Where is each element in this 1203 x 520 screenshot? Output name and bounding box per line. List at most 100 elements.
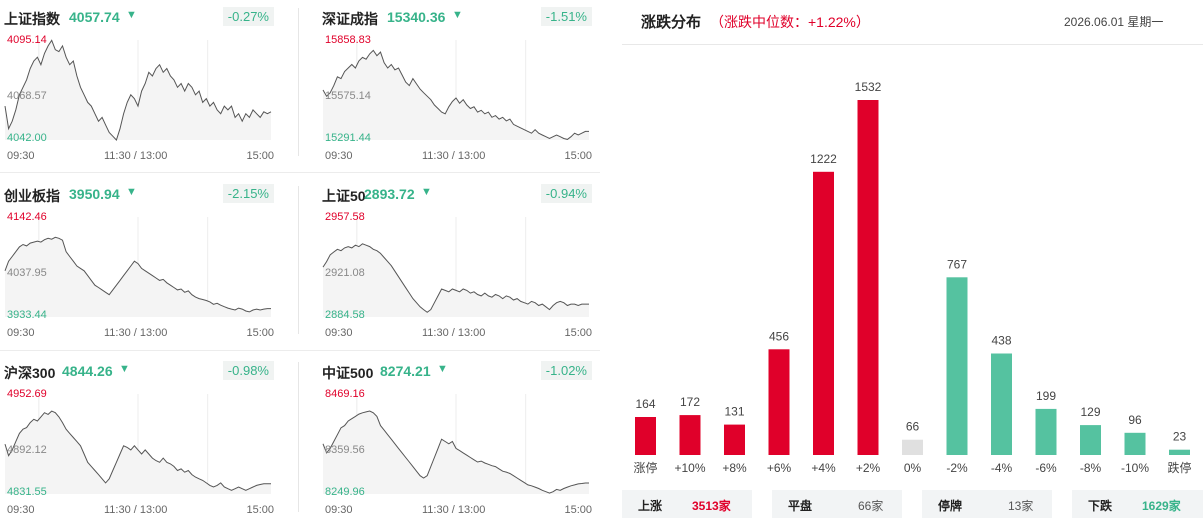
- summary-value: 66家: [858, 499, 884, 513]
- index-panel[interactable]: 深证成指 15340.36 ▼ -1.51% 15858.83 15575.14 15291…: [322, 6, 592, 162]
- time-label-close: 15:00: [564, 327, 592, 339]
- bar-category-label: -4%: [991, 461, 1013, 475]
- time-label-close: 15:00: [246, 327, 274, 339]
- divider: [298, 362, 299, 512]
- low-price-label: 8249.96: [325, 486, 365, 498]
- time-label-midday: 11:30 / 13:00: [104, 150, 168, 162]
- bar-category-label: 0%: [904, 461, 922, 475]
- price-line: [322, 243, 589, 313]
- time-label-open: 09:30: [325, 150, 353, 162]
- index-name: 中证500: [322, 365, 374, 381]
- bar-value-label: 66: [906, 420, 920, 434]
- high-price-label: 8469.16: [325, 388, 365, 400]
- index-change-badge: -1.51%: [540, 7, 592, 26]
- index-value: 4844.26: [62, 363, 113, 379]
- price-area: [323, 50, 589, 140]
- index-panel[interactable]: 中证500 8274.21 ▼ -1.02% 8469.16 8359.56 8249.96…: [322, 360, 592, 516]
- index-panel[interactable]: 创业板指 3950.94 ▼ -2.15% 4142.46 4037.95 3933.44 0…: [4, 183, 274, 339]
- index-change-badge: -0.98%: [222, 361, 274, 380]
- bar-value-label: 767: [947, 257, 967, 271]
- index-name: 上证指数: [4, 11, 60, 27]
- time-label-open: 09:30: [325, 327, 353, 339]
- index-intraday-chart: [4, 39, 272, 141]
- distribution-bar: [768, 349, 790, 455]
- high-price-label: 4095.14: [7, 34, 47, 46]
- bar-value-label: 438: [991, 334, 1011, 348]
- mid-price-label: 4037.95: [7, 267, 47, 279]
- distribution-bar: [857, 100, 879, 455]
- down-arrow-icon: ▼: [119, 363, 130, 375]
- price-area: [323, 243, 589, 317]
- bar-value-label: 1222: [810, 152, 837, 166]
- distribution-bar: [1169, 449, 1190, 455]
- index-intraday-chart: [322, 217, 589, 317]
- time-label-midday: 11:30 / 13:00: [422, 504, 486, 516]
- mid-price-label: 8359.56: [325, 444, 365, 456]
- low-price-label: 3933.44: [7, 309, 47, 321]
- price-line: [4, 39, 272, 141]
- index-panel[interactable]: 上证指数 4057.74 ▼ -0.27% 4095.14 4068.57 4042.00 0…: [4, 6, 274, 162]
- divider: [0, 350, 600, 351]
- price-area: [5, 411, 271, 494]
- time-label-open: 09:30: [7, 327, 35, 339]
- bar-category-label: +8%: [722, 461, 747, 475]
- bar-value-label: 131: [724, 405, 744, 419]
- price-line: [322, 410, 589, 494]
- bar-value-label: 199: [1036, 389, 1056, 403]
- down-arrow-icon: ▼: [437, 363, 448, 375]
- mid-price-label: 4068.57: [7, 90, 47, 102]
- index-value: 8274.21: [380, 363, 431, 379]
- time-label-open: 09:30: [7, 150, 35, 162]
- index-change-badge: -1.02%: [540, 361, 592, 380]
- bar-value-label: 96: [1128, 413, 1142, 427]
- index-name: 上证50: [322, 188, 366, 204]
- bar-category-label: 涨停: [633, 460, 657, 475]
- trade-date: 2026.06.01 星期一: [1064, 15, 1164, 29]
- distribution-title: 涨跌分布: [641, 14, 702, 31]
- time-label-open: 09:30: [325, 504, 353, 516]
- price-line: [4, 410, 271, 491]
- distribution-median: （涨跌中位数：+1.22%）: [710, 14, 870, 30]
- mid-price-label: 4892.12: [7, 444, 47, 456]
- time-label-midday: 11:30 / 13:00: [422, 327, 486, 339]
- bar-category-label: +4%: [811, 461, 836, 475]
- price-line: [4, 236, 271, 313]
- index-value: 2893.72: [364, 186, 415, 202]
- time-label-open: 09:30: [7, 504, 35, 516]
- distribution-bar-chart: 164 涨停 172 +10% 131 +8% 456 +6% 1222 +4% 1532 +2% 66…: [633, 80, 1191, 475]
- down-arrow-icon: ▼: [126, 9, 137, 21]
- index-panel[interactable]: 上证50 2893.72 ▼ -0.94% 2957.58 2921.08 2884.58 0…: [322, 183, 592, 339]
- index-value: 3950.94: [69, 186, 120, 202]
- distribution-bar: [991, 353, 1012, 455]
- index-name: 沪深300: [4, 365, 56, 381]
- distribution-bar: [1035, 408, 1057, 455]
- index-intraday-chart: [4, 394, 271, 494]
- divider: [622, 44, 1203, 45]
- index-intraday-chart: [4, 217, 271, 317]
- bar-category-label: +2%: [856, 461, 881, 475]
- index-panel[interactable]: 沪深300 4844.26 ▼ -0.98% 4952.69 4892.12 4831.55…: [4, 360, 274, 516]
- index-value: 4057.74: [69, 9, 120, 25]
- summary-label: 平盘: [788, 499, 813, 513]
- divider: [298, 186, 299, 334]
- price-area: [5, 40, 271, 140]
- distribution-bar: [1080, 425, 1101, 455]
- high-price-label: 15858.83: [325, 34, 371, 46]
- down-arrow-icon: ▼: [126, 186, 137, 198]
- time-label-close: 15:00: [564, 150, 592, 162]
- divider: [298, 8, 299, 156]
- high-price-label: 4142.46: [7, 211, 47, 223]
- summary-value: 1629家: [1142, 499, 1181, 513]
- bar-category-label: -8%: [1080, 461, 1102, 475]
- mid-price-label: 15575.14: [325, 90, 371, 102]
- distribution-bar: [813, 171, 834, 456]
- mid-price-label: 2921.08: [325, 267, 365, 279]
- distribution-bar: [679, 415, 701, 455]
- bar-value-label: 164: [635, 397, 655, 411]
- index-change-badge: -0.27%: [222, 7, 274, 26]
- down-arrow-icon: ▼: [421, 186, 432, 198]
- summary-cell-up: 上涨 3513家: [622, 490, 752, 518]
- time-label-close: 15:00: [246, 150, 274, 162]
- low-price-label: 4042.00: [7, 132, 47, 144]
- bar-value-label: 23: [1173, 430, 1187, 444]
